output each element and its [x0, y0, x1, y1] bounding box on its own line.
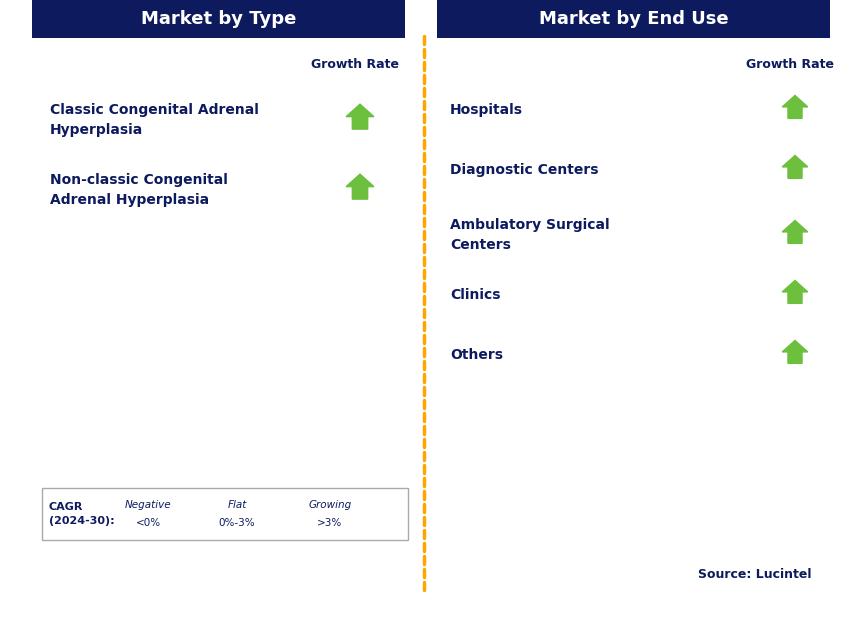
FancyBboxPatch shape	[42, 488, 408, 540]
Text: Clinics: Clinics	[450, 288, 500, 302]
Polygon shape	[781, 156, 807, 179]
Text: Negative: Negative	[125, 500, 171, 510]
Polygon shape	[256, 506, 275, 522]
Text: CAGR
(2024-30):: CAGR (2024-30):	[49, 502, 114, 526]
Text: Classic Congenital Adrenal
Hyperplasia: Classic Congenital Adrenal Hyperplasia	[50, 104, 258, 137]
Text: <0%: <0%	[136, 518, 160, 528]
Text: Flat: Flat	[227, 500, 247, 510]
Text: Growing: Growing	[308, 500, 351, 510]
Text: Growth Rate: Growth Rate	[746, 58, 833, 71]
Text: Diagnostic Centers: Diagnostic Centers	[450, 163, 598, 177]
Polygon shape	[781, 340, 807, 363]
Text: Non-classic Congenital
Adrenal Hyperplasia: Non-classic Congenital Adrenal Hyperplas…	[50, 173, 228, 206]
Text: Market by End Use: Market by End Use	[538, 10, 728, 28]
FancyBboxPatch shape	[437, 0, 829, 38]
Polygon shape	[351, 503, 368, 520]
Polygon shape	[166, 508, 185, 525]
FancyBboxPatch shape	[32, 0, 404, 38]
Text: Ambulatory Surgical
Centers: Ambulatory Surgical Centers	[450, 218, 609, 252]
Text: 0%-3%: 0%-3%	[218, 518, 255, 528]
Text: Market by Type: Market by Type	[141, 10, 296, 28]
Text: Growth Rate: Growth Rate	[310, 58, 398, 71]
Text: >3%: >3%	[317, 518, 342, 528]
Polygon shape	[345, 174, 374, 199]
Polygon shape	[781, 221, 807, 244]
Text: Others: Others	[450, 348, 502, 362]
Text: Source: Lucintel: Source: Lucintel	[698, 569, 811, 582]
Text: Hospitals: Hospitals	[450, 103, 522, 117]
Polygon shape	[345, 104, 374, 129]
Polygon shape	[781, 280, 807, 303]
Polygon shape	[781, 95, 807, 118]
